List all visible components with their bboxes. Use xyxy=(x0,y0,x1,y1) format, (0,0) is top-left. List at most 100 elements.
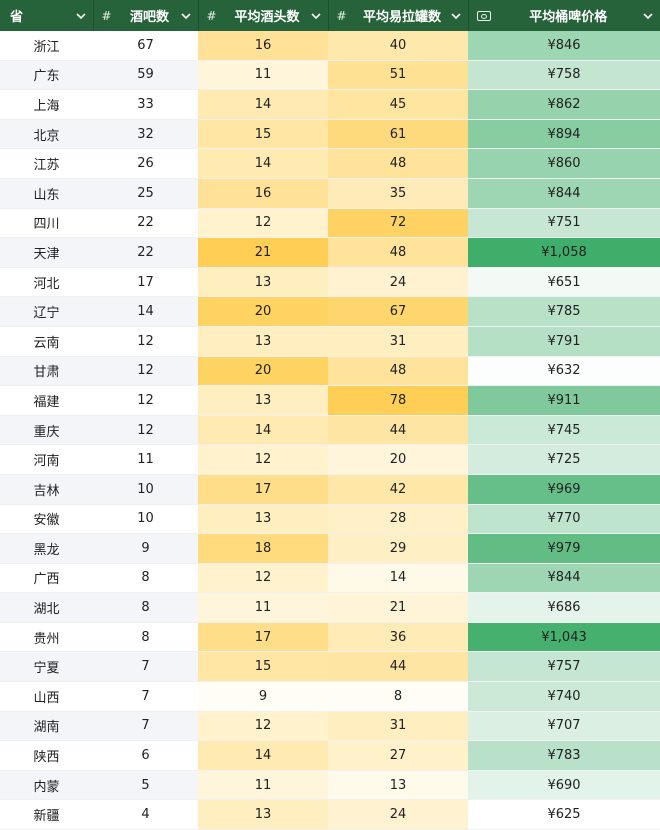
price-cell[interactable]: ¥1,043 xyxy=(468,622,660,653)
taps-cell[interactable]: 15 xyxy=(198,119,328,150)
taps-cell[interactable]: 14 xyxy=(198,148,328,179)
cans-cell[interactable]: 48 xyxy=(328,237,468,268)
price-cell[interactable]: ¥770 xyxy=(468,504,660,535)
province-cell[interactable]: 广东 xyxy=(0,60,93,91)
table-row[interactable]: 甘肃 12 20 48 ¥632 xyxy=(0,356,660,387)
taps-cell[interactable]: 13 xyxy=(198,385,328,416)
chevron-down-icon[interactable] xyxy=(75,10,87,22)
cans-cell[interactable]: 40 xyxy=(328,31,468,61)
cans-cell[interactable]: 67 xyxy=(328,296,468,327)
chevron-down-icon[interactable] xyxy=(180,10,192,22)
price-cell[interactable]: ¥651 xyxy=(468,267,660,298)
table-row[interactable]: 内蒙 5 11 13 ¥690 xyxy=(0,770,660,801)
taps-cell[interactable]: 12 xyxy=(198,444,328,475)
province-cell[interactable]: 湖南 xyxy=(0,711,93,742)
cans-cell[interactable]: 29 xyxy=(328,533,468,564)
table-row[interactable]: 安徽 10 13 28 ¥770 xyxy=(0,504,660,535)
cans-cell[interactable]: 44 xyxy=(328,651,468,683)
table-row[interactable]: 天津 22 21 48 ¥1,058 xyxy=(0,237,660,268)
taps-cell[interactable]: 20 xyxy=(198,356,328,387)
price-cell[interactable]: ¥844 xyxy=(468,178,660,209)
province-cell[interactable]: 安徽 xyxy=(0,504,93,535)
province-cell[interactable]: 河北 xyxy=(0,267,93,298)
cans-cell[interactable]: 21 xyxy=(328,592,468,623)
bars-cell[interactable]: 12 xyxy=(93,385,198,416)
cans-cell[interactable]: 48 xyxy=(328,148,468,179)
price-cell[interactable]: ¥707 xyxy=(468,711,660,742)
province-cell[interactable]: 浙江 xyxy=(0,31,93,61)
taps-cell[interactable]: 12 xyxy=(198,563,328,594)
province-cell[interactable]: 福建 xyxy=(0,385,93,416)
taps-cell[interactable]: 11 xyxy=(198,770,328,801)
cans-cell[interactable]: 24 xyxy=(328,267,468,298)
cans-cell[interactable]: 31 xyxy=(328,326,468,357)
bars-cell[interactable]: 8 xyxy=(93,622,198,653)
taps-cell[interactable]: 11 xyxy=(198,592,328,623)
cans-cell[interactable]: 45 xyxy=(328,89,468,120)
cans-cell[interactable]: 31 xyxy=(328,711,468,742)
province-cell[interactable]: 黑龙 xyxy=(0,533,93,564)
column-header-price[interactable]: 平均桶啤价格 xyxy=(468,0,660,31)
taps-cell[interactable]: 17 xyxy=(198,622,328,653)
bars-cell[interactable]: 12 xyxy=(93,356,198,387)
province-cell[interactable]: 辽宁 xyxy=(0,296,93,327)
table-row[interactable]: 河南 11 12 20 ¥725 xyxy=(0,444,660,475)
taps-cell[interactable]: 9 xyxy=(198,681,328,712)
bars-cell[interactable]: 11 xyxy=(93,444,198,475)
price-cell[interactable]: ¥686 xyxy=(468,592,660,623)
price-cell[interactable]: ¥785 xyxy=(468,296,660,327)
table-row[interactable]: 云南 12 13 31 ¥791 xyxy=(0,326,660,357)
price-cell[interactable]: ¥911 xyxy=(468,385,660,416)
cans-cell[interactable]: 35 xyxy=(328,178,468,209)
taps-cell[interactable]: 17 xyxy=(198,474,328,505)
table-row[interactable]: 福建 12 13 78 ¥911 xyxy=(0,385,660,416)
bars-cell[interactable]: 26 xyxy=(93,148,198,179)
chevron-down-icon[interactable] xyxy=(450,10,462,22)
price-cell[interactable]: ¥1,058 xyxy=(468,237,660,268)
price-cell[interactable]: ¥846 xyxy=(468,31,660,61)
cans-cell[interactable]: 51 xyxy=(328,60,468,91)
taps-cell[interactable]: 12 xyxy=(198,711,328,742)
table-row[interactable]: 广东 59 11 51 ¥758 xyxy=(0,60,660,91)
province-cell[interactable]: 陕西 xyxy=(0,740,93,771)
price-cell[interactable]: ¥625 xyxy=(468,799,660,830)
province-cell[interactable]: 天津 xyxy=(0,237,93,268)
bars-cell[interactable]: 10 xyxy=(93,504,198,535)
cans-cell[interactable]: 61 xyxy=(328,119,468,150)
table-row[interactable]: 浙江 67 16 40 ¥846 xyxy=(0,31,660,61)
province-cell[interactable]: 江苏 xyxy=(0,148,93,179)
column-header-province[interactable]: 省 xyxy=(0,0,94,31)
cans-cell[interactable]: 8 xyxy=(328,681,468,712)
price-cell[interactable]: ¥862 xyxy=(468,89,660,120)
column-header-cans[interactable]: # 平均易拉罐数 xyxy=(328,0,469,31)
table-row[interactable]: 黑龙 9 18 29 ¥979 xyxy=(0,533,660,564)
province-cell[interactable]: 山东 xyxy=(0,178,93,209)
taps-cell[interactable]: 21 xyxy=(198,237,328,268)
province-cell[interactable]: 上海 xyxy=(0,89,93,120)
price-cell[interactable]: ¥969 xyxy=(468,474,660,505)
table-row[interactable]: 山西 7 9 8 ¥740 xyxy=(0,681,660,712)
price-cell[interactable]: ¥757 xyxy=(468,651,660,683)
price-cell[interactable]: ¥894 xyxy=(468,119,660,150)
bars-cell[interactable]: 9 xyxy=(93,533,198,564)
bars-cell[interactable]: 8 xyxy=(93,592,198,623)
taps-cell[interactable]: 14 xyxy=(198,415,328,446)
price-cell[interactable]: ¥725 xyxy=(468,444,660,475)
column-header-taps[interactable]: # 平均酒头数 xyxy=(198,0,329,31)
province-cell[interactable]: 内蒙 xyxy=(0,770,93,801)
price-cell[interactable]: ¥745 xyxy=(468,415,660,446)
province-cell[interactable]: 云南 xyxy=(0,326,93,357)
bars-cell[interactable]: 7 xyxy=(93,681,198,712)
taps-cell[interactable]: 16 xyxy=(198,178,328,209)
bars-cell[interactable]: 17 xyxy=(93,267,198,298)
price-cell[interactable]: ¥844 xyxy=(468,563,660,594)
bars-cell[interactable]: 32 xyxy=(93,119,198,150)
price-cell[interactable]: ¥783 xyxy=(468,740,660,771)
table-row[interactable]: 湖北 8 11 21 ¥686 xyxy=(0,592,660,623)
bars-cell[interactable]: 14 xyxy=(93,296,198,327)
province-cell[interactable]: 河南 xyxy=(0,444,93,475)
price-cell[interactable]: ¥758 xyxy=(468,60,660,91)
cans-cell[interactable]: 48 xyxy=(328,356,468,387)
province-cell[interactable]: 广西 xyxy=(0,563,93,594)
province-cell[interactable]: 湖北 xyxy=(0,592,93,623)
